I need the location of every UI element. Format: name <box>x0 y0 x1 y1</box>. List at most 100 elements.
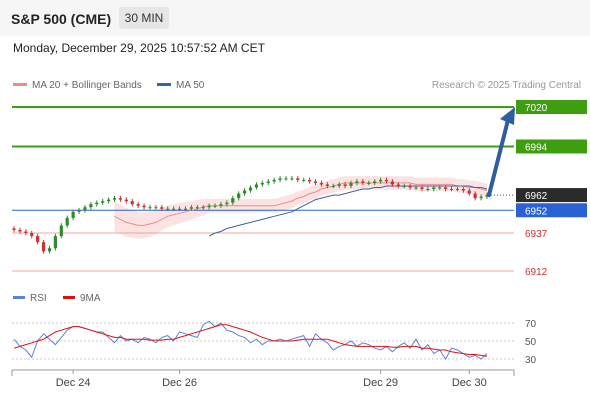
x-tick-label: Dec 26 <box>162 377 197 389</box>
candle <box>95 200 99 207</box>
candle <box>378 177 383 184</box>
candle-body <box>290 178 294 180</box>
bollinger-band <box>114 176 487 239</box>
candle <box>148 204 152 210</box>
candle-body <box>467 190 471 194</box>
forecast-arrow-head <box>500 107 515 125</box>
candle <box>166 206 170 212</box>
candle <box>30 230 34 239</box>
candle-body <box>361 181 365 183</box>
candle <box>83 204 87 213</box>
candle <box>77 207 81 215</box>
candle-body <box>237 193 241 199</box>
level-tag-6962 <box>516 188 587 203</box>
candle <box>284 176 288 181</box>
candle <box>296 176 300 183</box>
candle <box>18 227 22 234</box>
candle <box>12 226 16 233</box>
candle <box>124 197 128 204</box>
candle <box>260 180 264 187</box>
candle <box>438 185 442 190</box>
candle <box>420 185 424 192</box>
candle <box>408 183 412 190</box>
ma20-line <box>114 182 488 226</box>
candle-body <box>95 202 99 205</box>
candle-body <box>177 208 182 210</box>
x-tick-label: Dec 30 <box>452 377 487 389</box>
candle-body <box>479 196 483 199</box>
research-credit: Research © 2025 Trading Central <box>431 80 581 91</box>
candle <box>367 180 371 186</box>
candle <box>231 195 235 205</box>
candle-body <box>172 208 176 210</box>
candle <box>479 194 483 201</box>
ma50-line <box>208 185 488 237</box>
candle-body <box>337 184 341 186</box>
candle-body <box>195 207 199 209</box>
candle <box>47 245 52 254</box>
candle-body <box>278 178 282 180</box>
candle-body <box>390 181 394 185</box>
candle <box>266 179 270 186</box>
candle <box>319 180 324 187</box>
level-label-6962: 6962 <box>525 191 548 202</box>
legend-ma20: MA 20 + Bollinger Bands <box>13 80 142 91</box>
rsi-label: RSI <box>30 293 47 304</box>
candle-body <box>53 236 57 249</box>
candle-body <box>455 189 460 190</box>
candle-body <box>142 205 146 208</box>
candle <box>302 177 306 183</box>
candle-body <box>166 208 170 210</box>
candle <box>361 179 365 186</box>
x-tick-label: Dec 24 <box>56 377 91 389</box>
candle <box>467 188 471 196</box>
candles <box>12 176 489 254</box>
candle-body <box>124 199 128 202</box>
candle <box>290 176 294 181</box>
timeframe-badge[interactable]: 30 MIN <box>119 7 169 29</box>
candle-body <box>302 179 306 181</box>
candle <box>118 195 123 202</box>
candle <box>160 204 164 212</box>
level-tag-6952 <box>516 203 587 218</box>
rsi-line <box>13 320 488 360</box>
candle-body <box>231 198 235 203</box>
legend-rsi: RSI <box>13 293 47 304</box>
candle <box>136 201 140 208</box>
candle-body <box>65 217 69 226</box>
candle <box>390 179 394 187</box>
candle <box>195 204 199 210</box>
candle-body <box>331 185 335 187</box>
candle <box>455 186 460 192</box>
candle <box>272 177 276 184</box>
candle-body <box>201 207 205 209</box>
legend-9ma: 9MA <box>63 293 101 304</box>
candle <box>432 185 436 192</box>
candle-body <box>461 189 465 191</box>
candle <box>426 186 430 192</box>
candle <box>177 206 182 212</box>
candle <box>41 239 46 254</box>
candle-body <box>242 190 247 194</box>
candle-body <box>438 187 442 189</box>
candle <box>313 179 318 186</box>
candle-body <box>378 179 383 182</box>
candle-body <box>349 182 353 186</box>
candle <box>189 204 193 212</box>
level-label-6952: 6952 <box>525 206 548 217</box>
chart-header: S&P 500 (CME) 30 MIN <box>0 0 590 36</box>
candle <box>449 186 454 192</box>
candle <box>36 233 40 245</box>
candle-body <box>24 231 28 234</box>
candle-body <box>284 178 288 180</box>
candle <box>373 179 377 186</box>
candle <box>71 209 75 221</box>
candle <box>89 201 93 210</box>
candle-body <box>266 181 270 183</box>
candle-body <box>154 207 158 209</box>
candle <box>331 183 335 189</box>
candle <box>355 179 359 186</box>
legend-ma50: MA 50 <box>157 80 204 91</box>
candle-body <box>71 211 75 218</box>
